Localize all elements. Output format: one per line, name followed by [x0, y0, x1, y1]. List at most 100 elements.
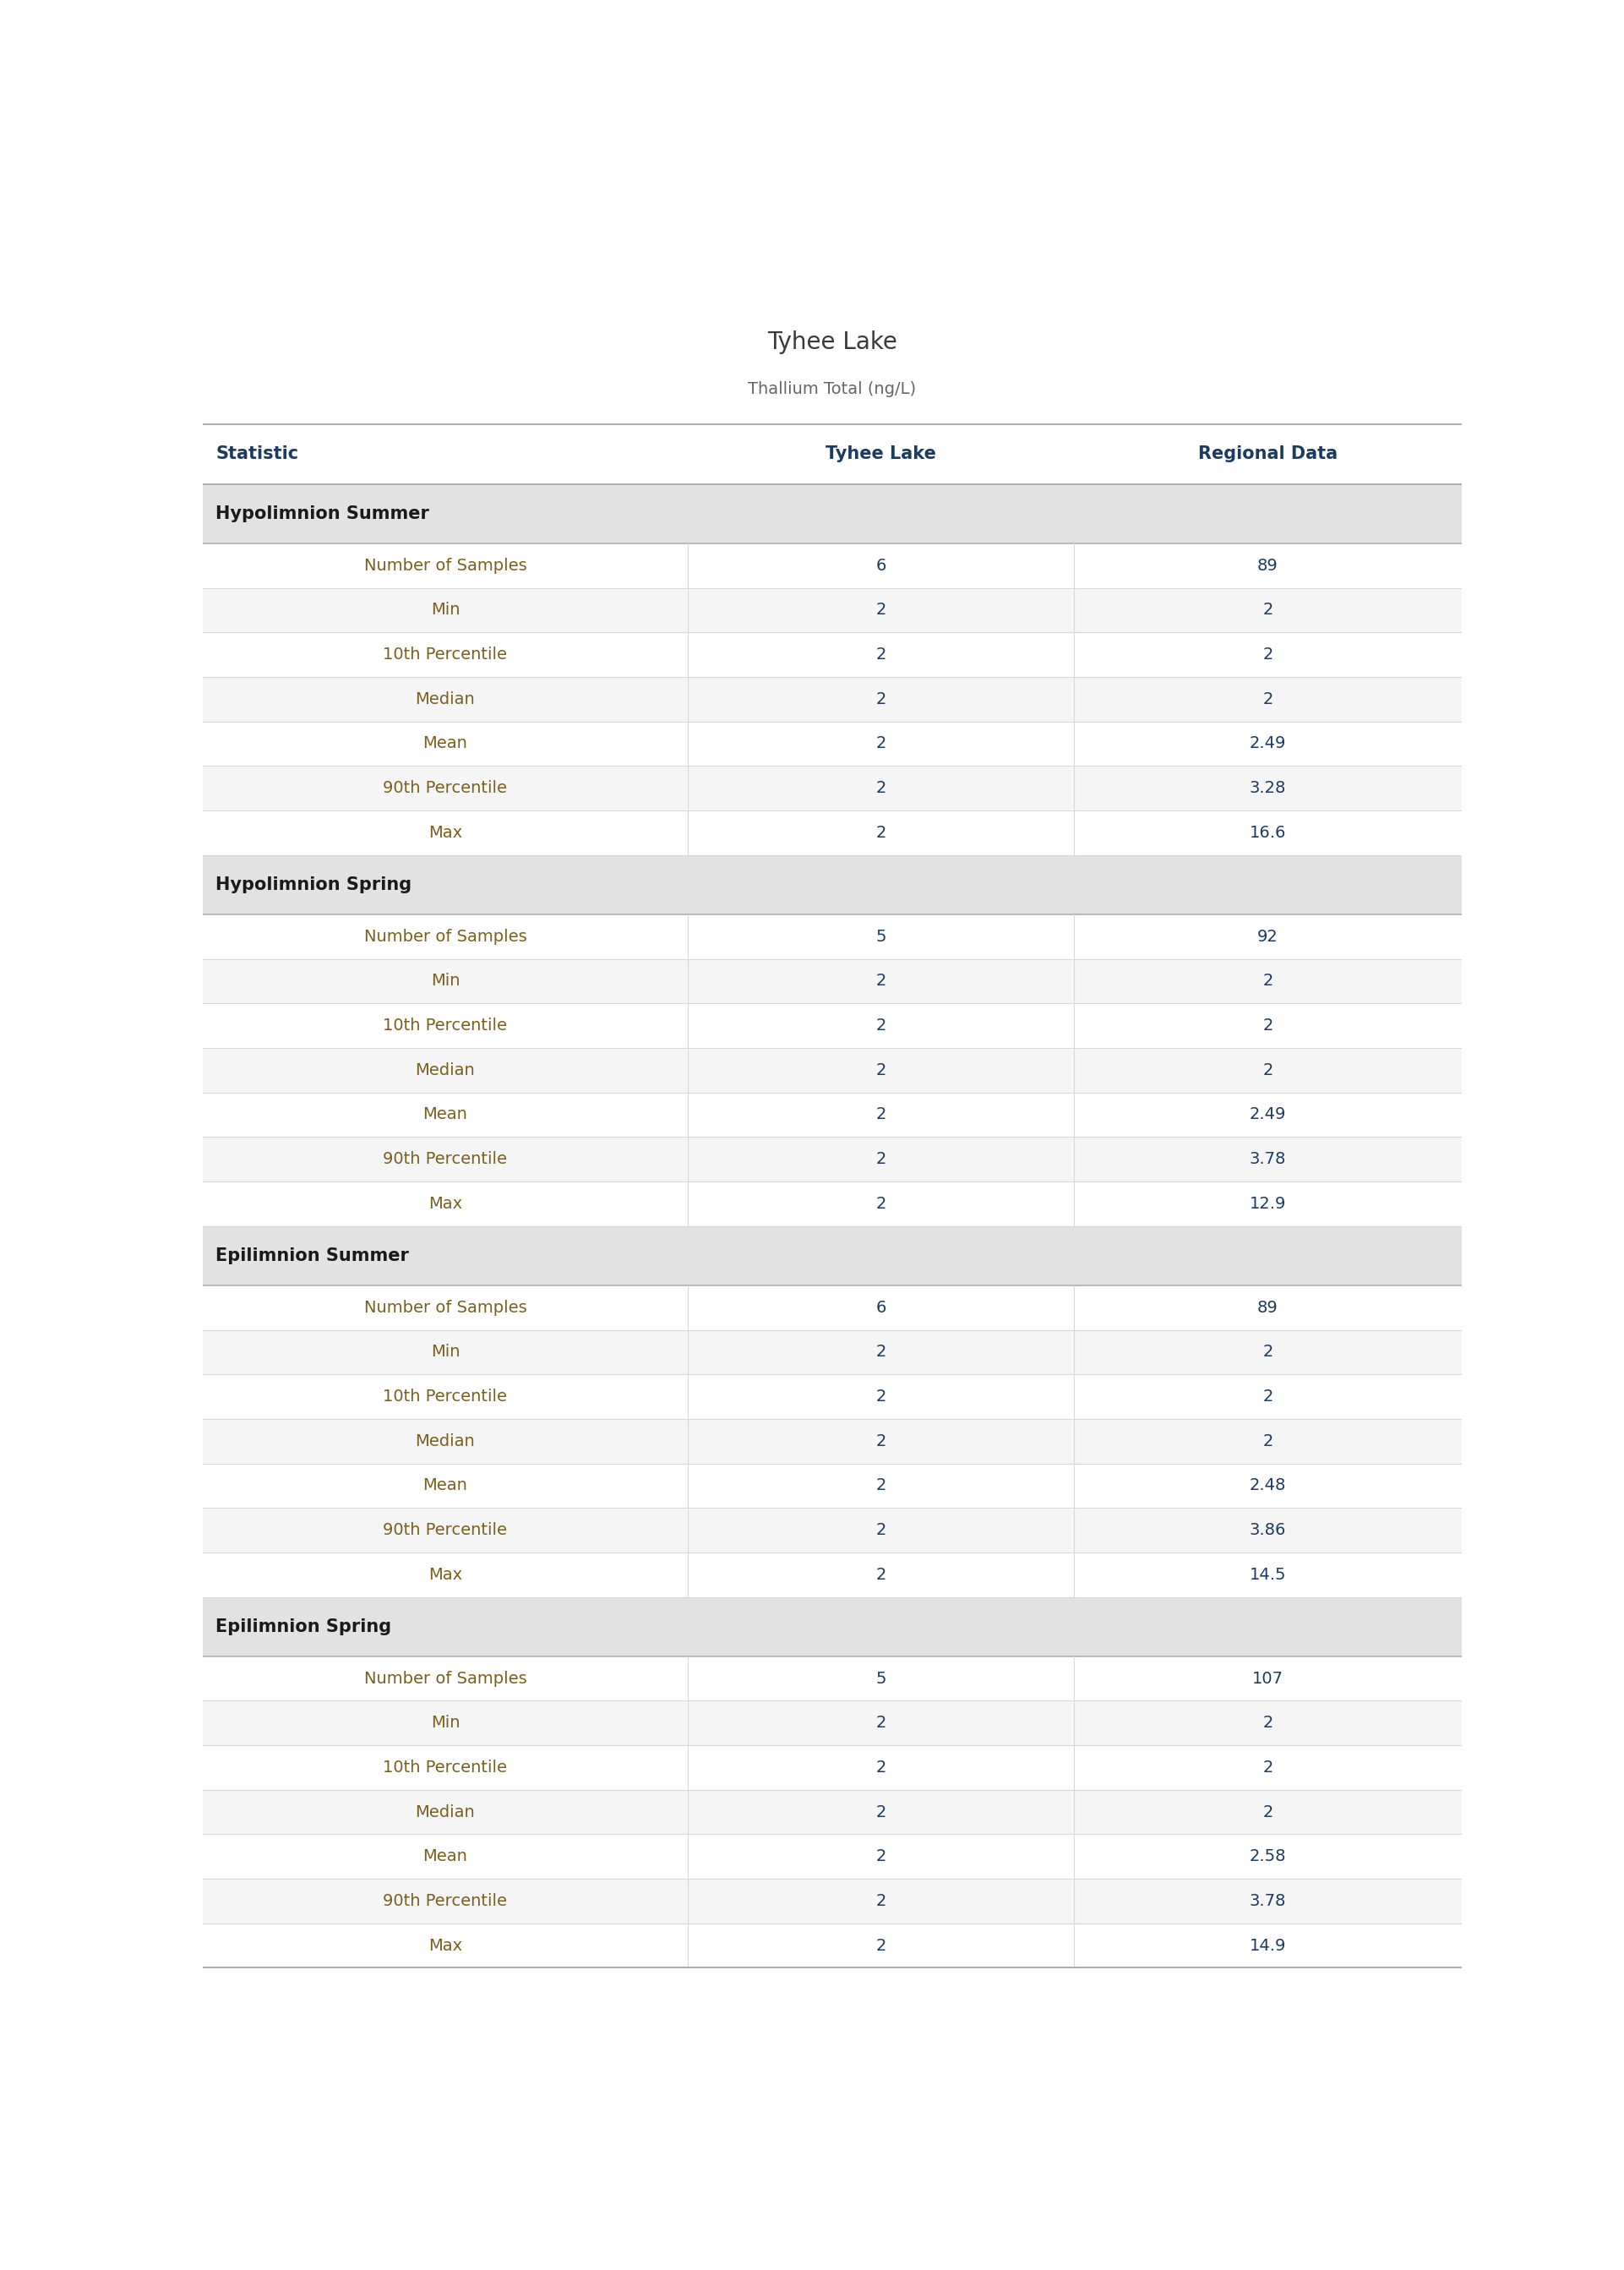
Bar [203, 633, 1462, 676]
Text: 5: 5 [875, 928, 887, 944]
Text: 92: 92 [1257, 928, 1278, 944]
Text: 14.9: 14.9 [1249, 1939, 1286, 1954]
Text: 2.58: 2.58 [1249, 1848, 1286, 1864]
Bar [203, 1373, 1462, 1419]
Text: 2: 2 [1262, 1716, 1273, 1732]
Text: 2: 2 [1262, 690, 1273, 708]
Text: 2: 2 [1262, 1344, 1273, 1360]
Text: 2: 2 [875, 1805, 887, 1821]
Text: 2: 2 [875, 690, 887, 708]
Text: Min: Min [430, 1344, 460, 1360]
Bar [203, 1880, 1462, 1923]
Text: Mean: Mean [422, 1105, 468, 1124]
Bar [203, 1746, 1462, 1789]
Text: 2: 2 [1262, 1062, 1273, 1078]
Text: Mean: Mean [422, 1478, 468, 1494]
Text: 2: 2 [875, 1716, 887, 1732]
Bar [203, 484, 1462, 543]
Bar [203, 1330, 1462, 1373]
Text: 2: 2 [875, 974, 887, 990]
Text: 2: 2 [875, 1566, 887, 1582]
Bar [203, 1507, 1462, 1553]
Bar [203, 424, 1462, 484]
Bar [203, 1003, 1462, 1049]
Text: 2: 2 [875, 602, 887, 617]
Text: Statistic: Statistic [216, 445, 299, 463]
Bar [203, 722, 1462, 765]
Text: Mean: Mean [422, 735, 468, 751]
Bar [203, 1700, 1462, 1746]
Text: 89: 89 [1257, 558, 1278, 574]
Bar [203, 1092, 1462, 1137]
Bar [203, 915, 1462, 958]
Bar [203, 588, 1462, 633]
Text: 2: 2 [875, 1196, 887, 1212]
Text: 2: 2 [1262, 974, 1273, 990]
Text: 3.86: 3.86 [1249, 1523, 1286, 1539]
Text: Median: Median [416, 1062, 476, 1078]
Bar [203, 1834, 1462, 1880]
Text: 2: 2 [875, 1344, 887, 1360]
Text: 2: 2 [875, 1478, 887, 1494]
Text: 2.49: 2.49 [1249, 1105, 1286, 1124]
Text: Max: Max [429, 1939, 463, 1954]
Bar [203, 1226, 1462, 1285]
Bar [203, 1789, 1462, 1834]
Text: Thallium Total (ng/L): Thallium Total (ng/L) [749, 381, 916, 397]
Text: 6: 6 [875, 1298, 887, 1317]
Bar [203, 810, 1462, 856]
Text: Number of Samples: Number of Samples [364, 1298, 526, 1317]
Bar [203, 1657, 1462, 1700]
Text: 2: 2 [1262, 1432, 1273, 1448]
Text: 2: 2 [1262, 1759, 1273, 1775]
Text: 10th Percentile: 10th Percentile [383, 1017, 507, 1033]
Text: 2: 2 [875, 1759, 887, 1775]
Text: 10th Percentile: 10th Percentile [383, 647, 507, 663]
Text: 6: 6 [875, 558, 887, 574]
Bar [203, 1923, 1462, 1968]
Text: Tyhee Lake: Tyhee Lake [767, 331, 898, 354]
Text: Number of Samples: Number of Samples [364, 1671, 526, 1687]
Text: Median: Median [416, 690, 476, 708]
Bar [203, 856, 1462, 915]
Text: Median: Median [416, 1432, 476, 1448]
Text: 90th Percentile: 90th Percentile [383, 1523, 507, 1539]
Text: 2: 2 [1262, 1805, 1273, 1821]
Text: 90th Percentile: 90th Percentile [383, 1893, 507, 1909]
Text: Min: Min [430, 974, 460, 990]
Text: 90th Percentile: 90th Percentile [383, 1151, 507, 1167]
Bar [203, 958, 1462, 1003]
Text: 2: 2 [875, 781, 887, 797]
Text: 2: 2 [875, 1151, 887, 1167]
Text: 2: 2 [1262, 602, 1273, 617]
Bar [203, 676, 1462, 722]
Bar [203, 1553, 1462, 1596]
Text: 5: 5 [875, 1671, 887, 1687]
Text: Mean: Mean [422, 1848, 468, 1864]
Text: Epilimnion Summer: Epilimnion Summer [216, 1246, 409, 1264]
Text: Tyhee Lake: Tyhee Lake [825, 445, 935, 463]
Text: 3.78: 3.78 [1249, 1893, 1286, 1909]
Text: 16.6: 16.6 [1249, 824, 1286, 840]
Bar [203, 1137, 1462, 1180]
Text: 90th Percentile: 90th Percentile [383, 781, 507, 797]
Text: 2: 2 [1262, 647, 1273, 663]
Text: Regional Data: Regional Data [1199, 445, 1338, 463]
Bar [203, 1285, 1462, 1330]
Text: 2: 2 [875, 1432, 887, 1448]
Bar [203, 543, 1462, 588]
Text: Max: Max [429, 1566, 463, 1582]
Text: 2: 2 [875, 1848, 887, 1864]
Text: 2: 2 [1262, 1389, 1273, 1405]
Text: 14.5: 14.5 [1249, 1566, 1286, 1582]
Bar [203, 1049, 1462, 1092]
Text: 89: 89 [1257, 1298, 1278, 1317]
Text: 2: 2 [875, 735, 887, 751]
Text: 2: 2 [875, 1389, 887, 1405]
Text: 10th Percentile: 10th Percentile [383, 1759, 507, 1775]
Text: Min: Min [430, 1716, 460, 1732]
Text: 3.28: 3.28 [1249, 781, 1286, 797]
Bar [203, 1419, 1462, 1464]
Text: 2: 2 [875, 1893, 887, 1909]
Text: Hypolimnion Spring: Hypolimnion Spring [216, 876, 412, 892]
